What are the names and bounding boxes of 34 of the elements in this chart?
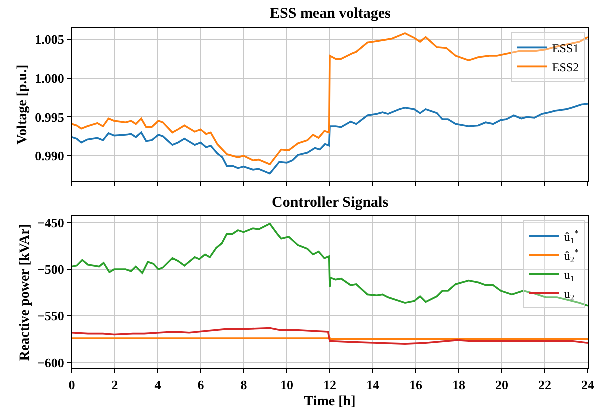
x-tick-label: 18 bbox=[452, 377, 466, 392]
line-series bbox=[72, 32, 588, 166]
y-axis-title: Voltage [p.u.] bbox=[16, 64, 31, 145]
x-tick-label: 10 bbox=[280, 377, 294, 392]
y-tick-label: −600 bbox=[37, 355, 64, 370]
x-tick-label: 16 bbox=[410, 377, 423, 392]
line-series bbox=[72, 327, 588, 345]
legend-label: ESS1 bbox=[552, 41, 580, 56]
y-tick-label: 1.000 bbox=[35, 70, 64, 86]
line-series bbox=[72, 103, 588, 175]
x-tick-label: 2 bbox=[112, 377, 118, 392]
legend-label: u$_{1}$ bbox=[564, 268, 575, 284]
line-series bbox=[72, 223, 588, 307]
legend-label: u$_{2}$ bbox=[564, 286, 575, 302]
x-tick-label: 14 bbox=[366, 377, 380, 392]
x-tick-label: 0 bbox=[68, 377, 76, 392]
x-tick-label: 8 bbox=[240, 377, 248, 392]
y-tick-label: 1.005 bbox=[35, 32, 65, 48]
y-tick-label: 0.995 bbox=[35, 110, 65, 125]
y-tick-label: 0.990 bbox=[35, 148, 64, 164]
x-tick-label: 6 bbox=[198, 377, 205, 392]
chart-title: ESS mean voltages bbox=[270, 6, 392, 22]
y-tick-label: −450 bbox=[37, 216, 64, 231]
x-tick-label: 20 bbox=[496, 377, 508, 392]
chart-title: Controller Signals bbox=[272, 195, 389, 211]
x-tick-label: 24 bbox=[582, 377, 595, 392]
legend-label: ESS2 bbox=[552, 60, 580, 74]
x-tick-label: 12 bbox=[324, 377, 336, 392]
y-tick-label: −500 bbox=[37, 262, 64, 278]
x-tick-label: 22 bbox=[538, 377, 552, 392]
y-axis-title: Reactive power [kVAr] bbox=[18, 224, 34, 362]
x-tick-label: 4 bbox=[154, 377, 162, 392]
y-tick-label: −550 bbox=[37, 308, 64, 324]
x-axis-title: Time [h] bbox=[304, 394, 356, 410]
